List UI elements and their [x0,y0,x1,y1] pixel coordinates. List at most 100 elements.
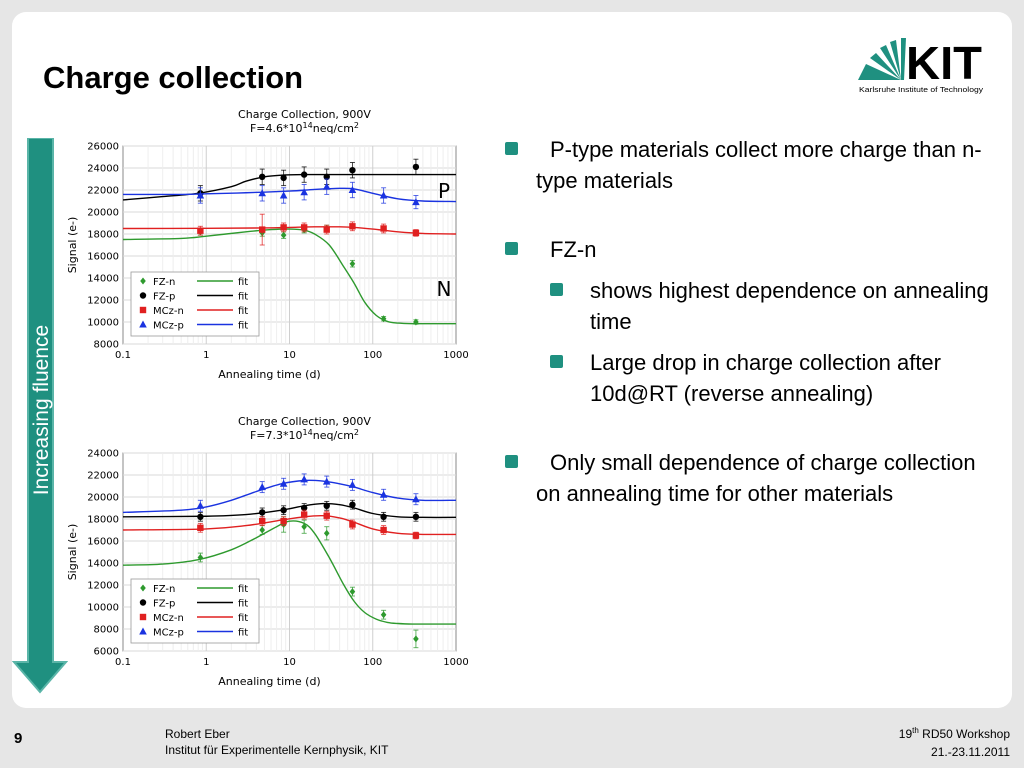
chart-bottom: Charge Collection, 900V F=7.3*1014neq/cm2… [64,411,474,693]
chart-0-point-mcz-p [258,189,267,197]
author-name: Robert Eber [165,727,230,741]
chart-0-point-mcz-n [380,225,387,232]
chart-0-point-fz-p [259,173,266,180]
chart-0-point-fz-n [349,260,356,268]
chart-1-ytick-label: 20000 [87,493,119,504]
chart-1-legend-fit-label: fit [238,628,248,639]
chart-1-point-fz-p [259,509,266,516]
chart-0-subtitle: F=4.6*1014neq/cm2 [250,121,359,135]
bullet-square-icon [505,455,518,468]
chart-1-point-fz-p [323,502,330,509]
chart-top-svg: Charge Collection, 900VF=4.6*1014neq/cm2… [66,108,469,381]
chart-1-xlabel: Annealing time (d) [218,675,320,688]
chart-bottom-svg: Charge Collection, 900VF=7.3*1014neq/cm2… [66,415,469,688]
author-institute: Institut für Experimentelle Kernphysik, … [165,743,389,757]
chart-1-xtick-label: 100 [363,657,382,668]
chart-0-legend-label: FZ-p [153,292,175,303]
chart-1-point-mcz-n [412,532,420,539]
chart-1-point-mcz-n [280,518,287,525]
fluence-label: Increasing fluence [30,324,54,496]
chart-0-ytick-label: 10000 [87,318,119,329]
chart-1-series-mcz-p [123,473,456,514]
kit-logo-fan-icon [858,38,906,80]
chart-0-legend-label: FZ-n [153,277,175,288]
kit-logo-text: KIT [906,37,982,89]
chart-1-point-mcz-p [412,495,420,503]
chart-1-legend-label: MCz-p [153,628,184,639]
chart-1-point-mcz-n [259,518,266,525]
chart-1-legend-fit-label: fit [238,584,248,595]
chart-0-point-fz-p [349,167,356,174]
chart-1-point-fz-p [197,513,204,520]
fluence-arrow [12,138,68,694]
chart-1-point-fz-n [301,523,307,531]
chart-0-point-fz-n [380,315,387,323]
chart-1-legend-label: FZ-n [153,584,175,595]
chart-0-point-fz-p [412,163,420,171]
chart-1-legend-label: FZ-p [153,599,175,610]
chart-1-point-mcz-n [323,512,330,519]
chart-0-point-fz-n [413,318,419,326]
chart-0-legend-marker [139,292,147,299]
chart-1-point-fz-p [300,504,308,512]
chart-1-point-mcz-p [348,480,357,488]
chart-1-point-mcz-p [322,477,331,485]
bullet-square-icon [550,283,563,296]
chart-0-ytick-label: 16000 [87,252,119,263]
chart-1-legend-marker [140,584,146,592]
chart-top: Charge Collection, 900V F=4.6*1014neq/cm2… [64,104,474,386]
bullet-small-dependence: Only small dependence of charge collecti… [500,447,1000,509]
chart-0-series-mcz-p [123,178,456,210]
chart-0-ytick-label: 24000 [87,164,119,175]
chart-0-legend-marker [140,277,146,285]
chart-1-point-mcz-p [300,475,308,483]
chart-0-legend-marker [139,306,147,314]
chart-1-ytick-label: 22000 [87,471,119,482]
chart-0-ytick-label: 8000 [94,340,119,351]
bullet-list: P-type materials collect more charge tha… [500,134,1000,547]
chart-0-point-mcz-p [412,198,420,206]
chart-0-legend-fit-label: fit [238,292,248,303]
chart-1-point-mcz-n [380,526,387,534]
chart-1-point-mcz-n [300,511,308,518]
chart-1-legend: FZ-n fit FZ-p fit MCz-n fit MCz-p fit [130,578,260,644]
chart-1-legend-fit-label: fit [238,613,248,624]
chart-1-point-fz-p [280,507,287,514]
page-number: 9 [14,730,23,747]
chart-1-legend-marker [139,627,147,635]
chart-0-legend-fit-label: fit [238,321,248,332]
chart-0-annotation: P [438,179,450,203]
chart-0-annotation: N [437,277,452,301]
chart-1-point-fz-n [349,588,356,596]
chart-1-series-fz-p [123,499,456,522]
chart-0-point-mcz-n [300,224,308,231]
chart-1-point-fz-n [380,611,387,619]
chart-0-fit-mcz-n [123,226,456,235]
chart-1-ytick-label: 18000 [87,515,119,526]
chart-0-point-mcz-p [300,188,308,196]
chart-1-xtick-label: 1000 [443,657,468,668]
subbullet-large-drop: Large drop in charge collection after 10… [500,347,1000,409]
chart-0-point-mcz-n [280,224,287,231]
bullet-square-icon [505,142,518,155]
chart-1-xtick-label: 0.1 [115,657,131,668]
workshop-dates: 21.-23.11.2011 [931,745,1010,759]
chart-0-ytick-label: 14000 [87,274,119,285]
chart-1-point-mcz-p [258,483,267,491]
footer-author: Robert Eber Institut für Experimentelle … [165,726,388,758]
chart-0-ytick-label: 26000 [87,142,119,153]
chart-0-xtick-label: 10 [283,350,296,361]
chart-0-point-mcz-p [379,191,388,199]
chart-0-point-fz-p [300,171,308,178]
chart-0-ytick-label: 20000 [87,208,119,219]
chart-1-xtick-label: 1 [203,657,209,668]
subbullet-dependence: shows highest dependence on annealing ti… [500,275,1000,337]
chart-1-ylabel: Signal (e-) [66,524,79,581]
chart-0-xtick-label: 1000 [443,350,468,361]
chart-0-point-mcz-p [279,191,288,199]
chart-1-point-fz-p [380,513,387,520]
bullet-p-type: P-type materials collect more charge tha… [500,134,1000,196]
chart-0-point-fz-p [323,173,330,180]
chart-0-legend-label: MCz-n [153,306,184,317]
chart-1-point-fz-n [259,526,266,534]
